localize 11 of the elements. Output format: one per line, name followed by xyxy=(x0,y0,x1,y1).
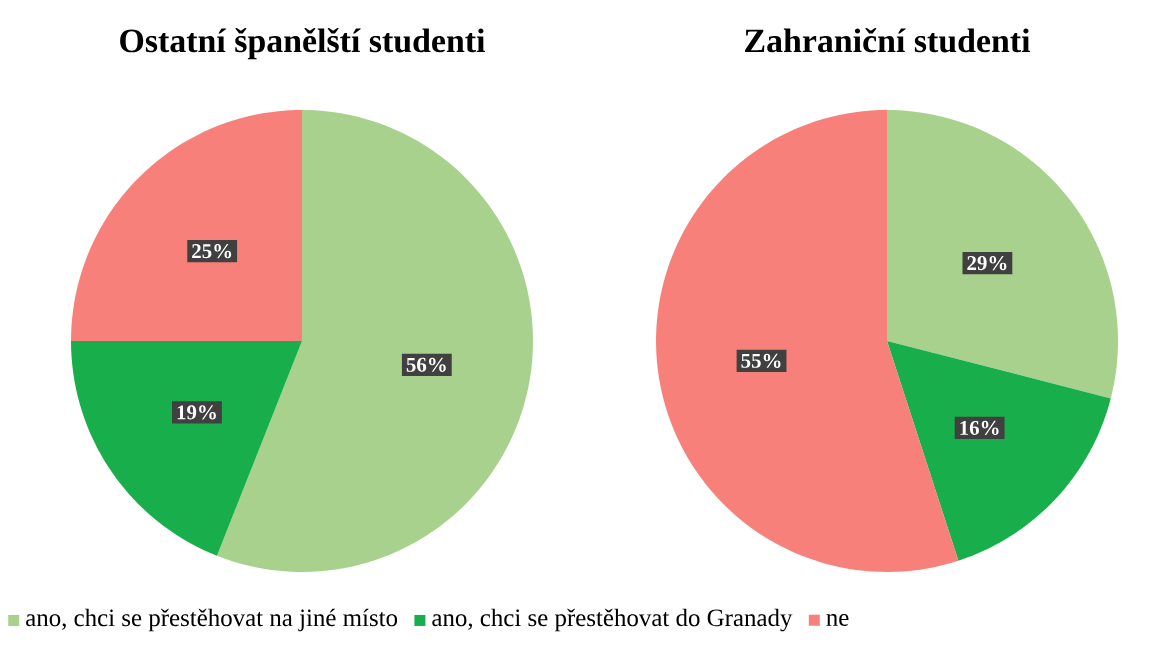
data-label: 56% xyxy=(406,357,446,372)
data-label: 29% xyxy=(967,256,1007,271)
legend-label: ano, chci se přestěhovat na jiné místo xyxy=(26,608,398,632)
legend-label: ano, chci se přestěhovat do Granady xyxy=(432,608,793,632)
data-label: 55% xyxy=(741,353,781,368)
data-label: 19% xyxy=(177,405,216,420)
data-label: 16% xyxy=(960,420,999,436)
data-label: 25% xyxy=(192,244,232,259)
chart-title: Zahraniční studenti xyxy=(745,28,1031,53)
legend-label: ne xyxy=(826,614,849,626)
chart-title: Ostatní španělští studenti xyxy=(120,28,486,60)
